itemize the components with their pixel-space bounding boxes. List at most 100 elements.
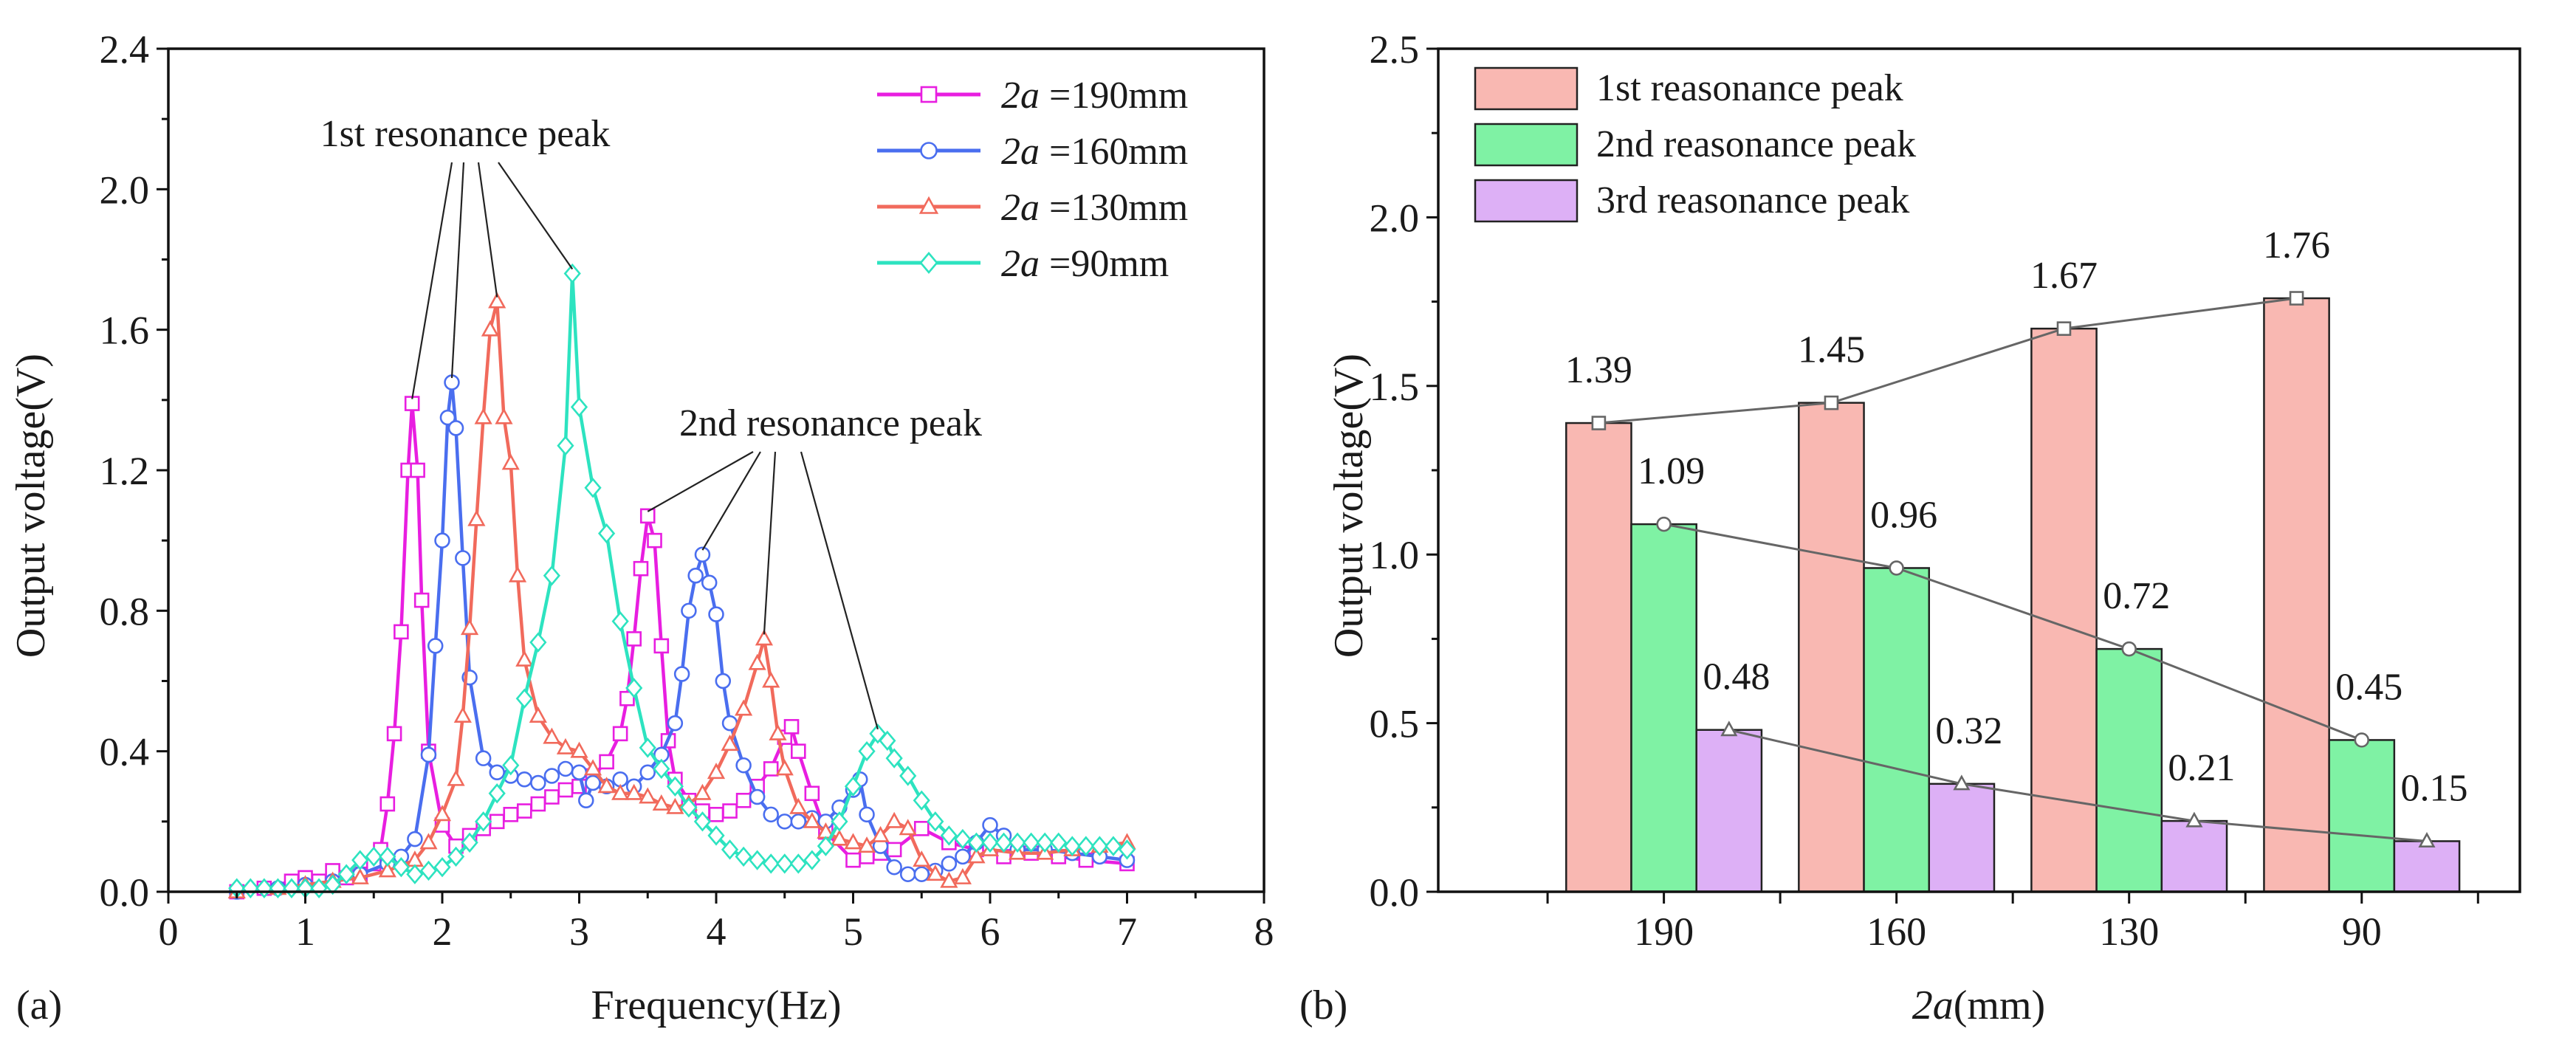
data-point xyxy=(474,407,492,424)
data-point xyxy=(871,825,890,842)
data-point xyxy=(626,631,642,647)
data-point xyxy=(508,565,527,582)
data-point xyxy=(749,850,766,870)
data-point xyxy=(544,789,560,805)
data-point xyxy=(789,853,807,874)
data-point xyxy=(940,871,958,888)
y-tick-label: 1.5 xyxy=(1370,365,1420,409)
data-point xyxy=(379,796,396,812)
data-point xyxy=(410,462,425,478)
data-point xyxy=(516,771,533,788)
legend-marker xyxy=(918,196,939,214)
y-tick-label: 1.0 xyxy=(1370,533,1420,577)
annotation-leader xyxy=(763,451,777,635)
data-label: 1.76 xyxy=(2263,224,2330,266)
data-label: 0.72 xyxy=(2103,575,2170,617)
data-point xyxy=(735,846,752,867)
data-label: 1.45 xyxy=(1798,329,1865,371)
data-point xyxy=(1036,832,1054,853)
legend-entry: 2a =130mm xyxy=(1001,187,1188,229)
annotation-first-peak: 1st resonance peak xyxy=(320,113,611,155)
data-point xyxy=(804,785,820,802)
data-point xyxy=(667,715,684,732)
panel-a-label: (a) xyxy=(16,983,62,1028)
data-point xyxy=(857,836,876,853)
annotation-leader xyxy=(411,162,453,399)
data-point xyxy=(899,866,916,882)
data-point xyxy=(529,706,547,723)
data-point xyxy=(639,764,656,780)
data-point xyxy=(599,754,614,770)
data-point xyxy=(803,850,821,870)
data-point xyxy=(803,811,821,828)
panel-b-x-axis-label: 2a(mm) xyxy=(1912,983,2045,1028)
panel-a-x-axis-label: Frequency(Hz) xyxy=(591,983,842,1028)
trend-point xyxy=(1824,395,1839,410)
data-point xyxy=(715,673,732,689)
data-point xyxy=(995,832,1013,853)
trend-point xyxy=(2354,732,2369,748)
y-tick-label: 2.0 xyxy=(1370,196,1420,240)
data-point xyxy=(1009,832,1026,853)
data-point xyxy=(467,509,486,526)
data-point xyxy=(461,832,478,853)
annotation-leader xyxy=(498,162,574,270)
data-point xyxy=(570,396,588,418)
data-point xyxy=(461,619,479,636)
data-point xyxy=(652,794,670,811)
data-point xyxy=(886,859,902,876)
data-point xyxy=(899,766,917,786)
bar-1-160 xyxy=(1798,402,1865,893)
data-point xyxy=(913,821,930,836)
bar-2-190 xyxy=(1630,523,1697,893)
y-tick-label: 1.2 xyxy=(100,449,150,493)
legend-value: =190mm xyxy=(1049,75,1188,117)
data-point xyxy=(735,757,752,774)
data-point xyxy=(777,814,793,830)
trend-line xyxy=(1728,729,2428,842)
trend-point xyxy=(1591,416,1607,430)
bar-2-160 xyxy=(1863,567,1931,893)
data-point xyxy=(926,864,944,881)
panel-a: 1st resonance peak 2nd resonance peak 0 1 2… xyxy=(8,27,1274,1028)
legend-swatch xyxy=(1474,66,1579,111)
x-tick-label: 130 xyxy=(2099,909,2159,954)
data-point xyxy=(427,638,444,654)
data-point xyxy=(1063,836,1081,856)
data-point xyxy=(475,750,492,766)
data-point xyxy=(406,864,424,884)
legend-entry: 2a =160mm xyxy=(1001,131,1188,173)
data-point xyxy=(953,867,972,884)
data-point xyxy=(899,819,917,836)
data-point xyxy=(434,532,450,548)
data-point xyxy=(687,567,704,584)
data-point xyxy=(769,723,787,740)
bar-3-130 xyxy=(2160,819,2228,893)
data-point xyxy=(501,453,520,470)
data-point xyxy=(749,788,766,805)
data-point xyxy=(530,774,546,791)
data-point xyxy=(981,832,999,853)
data-point xyxy=(639,787,657,804)
data-point xyxy=(386,726,402,742)
legend-marker xyxy=(920,142,938,159)
data-point xyxy=(447,769,465,786)
data-point xyxy=(583,759,602,776)
data-point xyxy=(879,730,896,752)
legend-prefix: 2a xyxy=(1001,75,1049,117)
y-tick-label: 0.0 xyxy=(100,870,150,915)
data-label: 0.45 xyxy=(2335,666,2402,708)
data-point xyxy=(680,797,698,818)
data-point xyxy=(707,825,725,846)
data-point xyxy=(503,807,519,822)
data-point xyxy=(323,874,342,895)
data-point xyxy=(455,550,471,566)
data-point xyxy=(1023,832,1040,853)
data-point xyxy=(647,532,662,548)
data-point xyxy=(378,861,396,878)
data-label: 1.67 xyxy=(2030,255,2098,297)
data-point xyxy=(475,811,492,832)
data-point xyxy=(845,852,861,868)
